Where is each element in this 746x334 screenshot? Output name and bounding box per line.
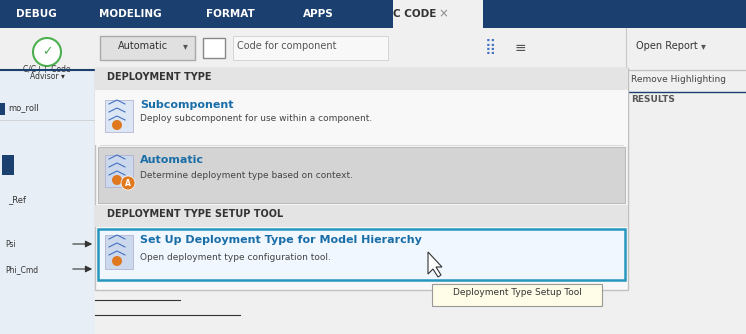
Text: APPS: APPS [303,9,333,19]
Text: Subcomponent: Subcomponent [140,100,233,110]
Text: Advisor ▾: Advisor ▾ [30,72,64,81]
Text: Determine deployment type based on context.: Determine deployment type based on conte… [140,171,353,180]
Text: Deployment Type Setup Tool: Deployment Type Setup Tool [453,288,581,297]
Bar [98,147,625,203]
Text: A: A [125,178,131,187]
Text: ▾: ▾ [701,41,706,51]
Circle shape [112,120,122,130]
Text: ×: × [438,7,448,20]
Text: Phi_Cmd: Phi_Cmd [5,265,38,274]
Bar [105,235,133,269]
Bar [626,28,746,334]
Bar [105,100,133,132]
Bar [98,229,625,280]
Bar [95,68,628,290]
Text: RESULTS: RESULTS [631,95,675,104]
Bar [0,0,746,28]
Text: ✓: ✓ [42,45,52,58]
Bar [233,36,388,60]
Text: Set Up Deployment Type for Model Hierarchy: Set Up Deployment Type for Model Hierarc… [140,235,422,245]
Text: Open Report: Open Report [636,41,698,51]
Text: ⣿: ⣿ [484,39,495,54]
Text: Deploy subcomponent for use within a component.: Deploy subcomponent for use within a com… [140,114,372,123]
Text: DEPLOYMENT TYPE SETUP TOOL: DEPLOYMENT TYPE SETUP TOOL [107,209,283,219]
Text: Automatic: Automatic [118,41,168,51]
Text: FORMAT: FORMAT [206,9,254,19]
Bar [95,90,628,145]
Circle shape [112,175,122,185]
Circle shape [121,176,135,190]
Text: ≡: ≡ [514,41,526,55]
Text: Open deployment type configuration tool.: Open deployment type configuration tool. [140,253,331,262]
Text: DEPLOYMENT TYPE: DEPLOYMENT TYPE [107,72,212,82]
Bar [0,28,95,334]
Circle shape [33,38,61,66]
Bar [432,284,602,306]
Text: Automatic: Automatic [140,155,204,165]
Bar [100,36,195,60]
Text: ▾: ▾ [183,41,188,51]
Bar [0,28,746,70]
Polygon shape [428,252,442,277]
Text: C CODE: C CODE [393,9,436,19]
Text: Psi: Psi [5,240,16,249]
Bar [2,155,14,175]
Bar [0,103,5,115]
Circle shape [112,256,122,266]
Text: _Ref: _Ref [8,195,26,204]
Bar [203,38,225,58]
Bar [95,205,628,227]
Text: Remove Highlighting: Remove Highlighting [631,75,726,84]
Bar [393,0,483,30]
Bar [95,68,628,90]
Text: DEBUG: DEBUG [16,9,57,19]
Text: C/C++ Code: C/C++ Code [23,64,71,73]
Bar [105,155,133,187]
Text: MODELING: MODELING [98,9,161,19]
Text: Code for component: Code for component [237,41,336,51]
Text: mo_roll: mo_roll [8,103,39,112]
